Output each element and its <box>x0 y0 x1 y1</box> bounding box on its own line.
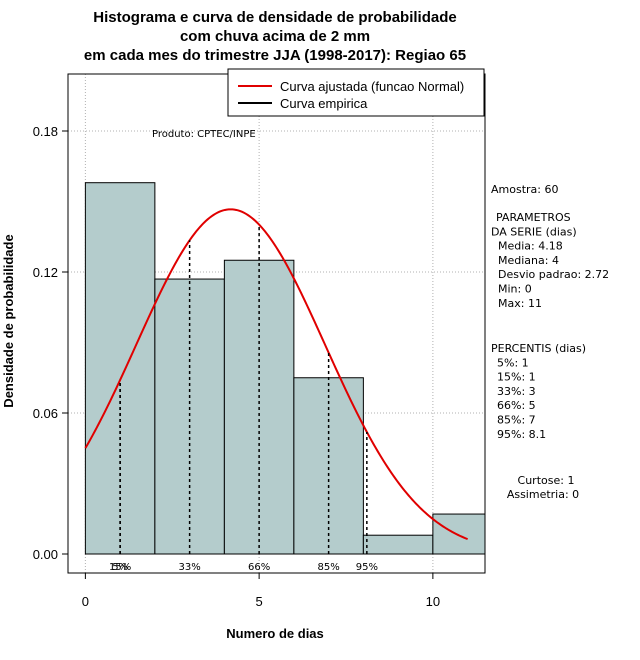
histogram-bar <box>154 278 225 555</box>
parameter-line: Media: 4.18 <box>498 240 563 253</box>
x-tick-label: 5 <box>256 594 263 609</box>
parameter-line: DA SERIE (dias) <box>491 225 577 238</box>
product-label: Produto: CPTEC/INPE <box>152 129 256 140</box>
y-axis-label: Densidade de probabilidade <box>1 234 16 407</box>
legend-box <box>227 68 485 117</box>
normal-fit-curve <box>84 208 469 541</box>
chart-title-line: com chuva acima de 2 mm <box>180 28 370 45</box>
parameter-line: Mediana: 4 <box>498 254 559 267</box>
y-tick-label: 0.06 <box>33 406 58 421</box>
sample-size: Amostra: 60 <box>491 183 558 196</box>
x-axis-label: Numero de dias <box>226 626 324 641</box>
percentile-text-line: 5%: 1 <box>497 356 529 369</box>
chart-title-line: Histograma e curva de densidade de proba… <box>93 9 456 26</box>
parameter-line: Desvio padrao: 2.72 <box>498 268 609 281</box>
kurtosis-value: Curtose: 1 <box>518 474 575 487</box>
percentile-label: 5% <box>112 562 128 573</box>
percentile-label: 85% <box>318 562 340 573</box>
percentile-label: 95% <box>356 562 378 573</box>
y-tick-label: 0.12 <box>33 265 58 280</box>
percentile-label: 15% <box>109 562 131 573</box>
parameter-line: PARAMETROS <box>496 211 571 224</box>
y-tick-label: 0.00 <box>33 547 58 562</box>
histogram-bar <box>432 513 486 555</box>
legend-label-empirical: Curva empirica <box>280 96 368 111</box>
parameter-line: Max: 11 <box>498 297 542 310</box>
percentile-text-line: PERCENTIS (dias) <box>491 342 586 355</box>
skewness-value: Assimetria: 0 <box>507 488 579 501</box>
chart-title-line: em cada mes do trimestre JJA (1998-2017)… <box>84 47 466 64</box>
legend-label-fitted: Curva ajustada (funcao Normal) <box>280 79 464 94</box>
percentile-text-line: 33%: 3 <box>497 385 536 398</box>
histogram-bar <box>362 534 434 555</box>
x-tick-label: 0 <box>82 594 89 609</box>
parameter-line: Min: 0 <box>498 283 532 296</box>
percentile-label: 33% <box>179 562 201 573</box>
percentile-text-line: 95%: 8.1 <box>497 428 546 441</box>
percentile-text-line: 85%: 7 <box>497 414 536 427</box>
percentile-text-line: 15%: 1 <box>497 371 536 384</box>
percentile-label: 66% <box>248 562 270 573</box>
y-tick-label: 0.18 <box>33 124 58 139</box>
percentile-text-line: 66%: 5 <box>497 399 536 412</box>
x-tick-label: 10 <box>426 594 440 609</box>
